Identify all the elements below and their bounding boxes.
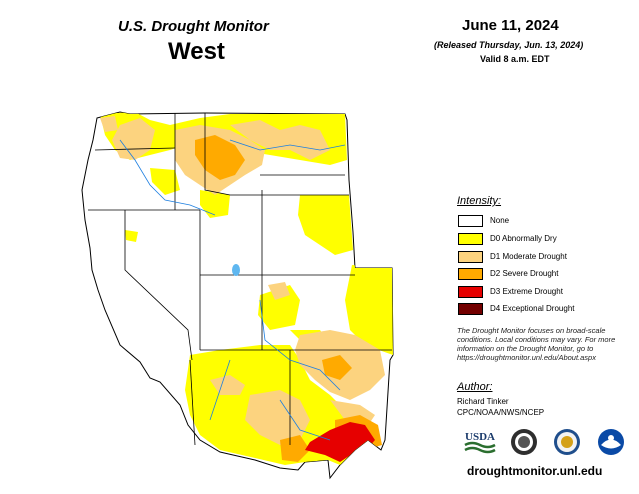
drought-map: [81, 111, 394, 480]
d3-areas: [305, 422, 375, 462]
legend-swatch: [458, 286, 483, 298]
lakes: [232, 264, 240, 276]
legend-swatch: [458, 215, 483, 227]
rivers: [119, 139, 346, 441]
legend-label: D4 Exceptional Drought: [490, 304, 575, 313]
author-name: Richard Tinker: [457, 397, 509, 406]
disclaimer-note: The Drought Monitor focuses on broad-sca…: [457, 326, 616, 362]
legend-label: None: [490, 216, 510, 225]
legend-swatch: [458, 251, 483, 263]
legend-label: D3 Extreme Drought: [490, 287, 563, 296]
drought-areas: [100, 112, 393, 465]
map-date: June 11, 2024: [462, 17, 559, 34]
usda-logo-text: USDA: [465, 431, 495, 443]
state-boundaries: [88, 113, 392, 446]
legend-swatch: [458, 233, 483, 245]
usda-logo-icon: USDA: [464, 431, 496, 454]
author-heading: Author:: [457, 381, 493, 393]
doc-seal-icon: [554, 429, 580, 455]
region-title: West: [168, 38, 225, 65]
legend-title: Intensity:: [457, 195, 502, 207]
noaa-logo-icon: [598, 429, 624, 455]
website-url: droughtmonitor.unl.edu: [467, 464, 603, 478]
legend-swatch: [458, 303, 483, 315]
map-title: U.S. Drought Monitor: [118, 18, 269, 35]
release-date: (Released Thursday, Jun. 13, 2024): [434, 40, 584, 50]
legend-label: D2 Severe Drought: [490, 269, 559, 278]
valid-time: Valid 8 a.m. EDT: [480, 54, 550, 64]
legend-label: D1 Moderate Drought: [490, 252, 567, 261]
legend-swatch: [458, 268, 483, 280]
ndmc-logo-icon: [511, 429, 537, 455]
author-org: CPC/NOAA/NWS/NCEP: [457, 408, 545, 417]
legend-label: D0 Abnormally Dry: [490, 234, 557, 243]
